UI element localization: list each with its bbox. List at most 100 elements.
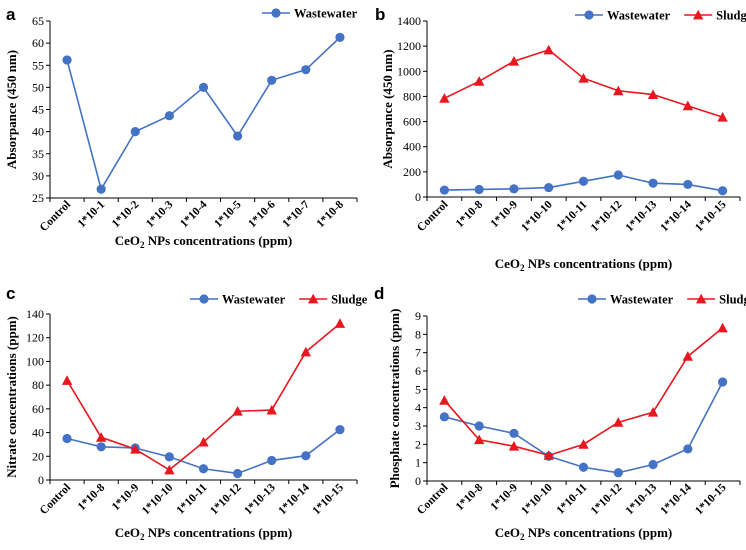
y-tick-label: 5: [415, 382, 421, 396]
legend-marker: [199, 294, 209, 304]
data-point-sludge: [647, 89, 659, 99]
x-tick-label: 1*10-8: [76, 481, 108, 513]
panel-letter: c: [6, 284, 15, 303]
data-point-sludge: [130, 443, 141, 454]
x-tick-label: 1*10-5: [212, 198, 244, 230]
y-tick-label: 2: [415, 437, 421, 451]
data-point-wastewater: [578, 176, 589, 186]
data-point-wastewater: [648, 459, 658, 470]
series-line-wastewater: [66, 36, 341, 192]
y-tick-label: 40: [32, 426, 44, 440]
x-tick-label: 1*10-10: [519, 481, 555, 517]
panel-letter: d: [374, 284, 384, 303]
y-tick-label: 9: [415, 309, 421, 323]
data-point-sludge: [682, 100, 694, 111]
x-tick-label: 1*10-13: [242, 481, 278, 517]
x-tick-label: 1*10-13: [624, 481, 660, 517]
data-point-sludge: [717, 322, 728, 333]
data-point-sludge: [578, 73, 589, 83]
data-point-sludge: [300, 346, 312, 357]
y-tick-label: 4: [415, 401, 421, 415]
x-axis-label: CeO2 NPs concentrations (ppm): [115, 525, 292, 542]
data-point-wastewater: [164, 111, 174, 121]
y-tick-label: 0: [415, 190, 421, 204]
y-tick-label: 1200: [397, 39, 421, 53]
legend-marker: [587, 294, 597, 304]
legend-label: Wastewater: [607, 9, 671, 23]
x-tick-label: 1*10-3: [144, 198, 176, 230]
x-axis-label: CeO2 NPs concentrations (ppm): [115, 233, 292, 250]
data-point-sludge: [439, 93, 450, 103]
legend-label: Sludge: [331, 293, 368, 307]
data-point-wastewater: [439, 412, 449, 422]
data-point-wastewater: [335, 32, 345, 42]
x-tick-label: 1*10-9: [110, 481, 142, 513]
y-axis-label: Nitrate concentrations (ppm): [4, 316, 19, 478]
data-point-wastewater: [718, 186, 728, 196]
y-tick-label: 6: [415, 364, 421, 378]
data-point-wastewater: [578, 462, 589, 472]
y-axis-label: Phosphate concentrations (ppm): [387, 309, 402, 489]
data-point-wastewater: [62, 55, 72, 65]
data-point-sludge: [543, 44, 554, 55]
x-tick-label: 1*10-12: [208, 481, 244, 517]
data-point-sludge: [508, 440, 520, 451]
legend-label: Sludge: [719, 293, 746, 307]
data-point-sludge: [613, 85, 624, 96]
data-point-wastewater: [335, 425, 345, 435]
data-point-sludge: [578, 439, 589, 449]
y-tick-label: 3: [415, 419, 421, 433]
y-tick-label: 25: [32, 191, 44, 205]
y-tick-label: 120: [26, 331, 44, 345]
data-point-wastewater: [613, 170, 623, 180]
x-tick-label: 1*10-6: [246, 198, 278, 230]
data-point-wastewater: [233, 468, 243, 479]
x-tick-label: 1*10-8: [454, 198, 486, 230]
y-tick-label: 60: [32, 402, 44, 416]
x-tick-label: 1*10-11: [554, 198, 589, 233]
y-tick-label: 50: [32, 80, 44, 94]
x-tick-label: 1*10-4: [178, 198, 210, 230]
data-point-sludge: [334, 318, 346, 328]
y-tick-label: 600: [403, 115, 421, 129]
data-point-wastewater: [509, 184, 519, 194]
x-tick-label: 1*10-14: [658, 198, 694, 234]
data-point-wastewater: [96, 184, 106, 194]
y-tick-label: 30: [32, 169, 44, 183]
data-point-wastewater: [62, 433, 72, 444]
x-tick-label: 1*10-9: [489, 198, 521, 230]
x-tick-label: 1*10-7: [280, 198, 312, 230]
data-point-wastewater: [198, 82, 209, 92]
data-point-sludge: [232, 406, 243, 416]
x-axis-label: CeO2 NPs concentrations (ppm): [495, 525, 672, 542]
data-point-sludge: [473, 76, 485, 86]
x-tick-label: 1*10-8: [454, 481, 486, 513]
y-tick-label: 55: [32, 58, 44, 72]
legend-label: Wastewater: [222, 293, 286, 307]
y-tick-label: 45: [32, 103, 44, 117]
data-point-wastewater: [267, 75, 277, 85]
y-tick-label: 8: [415, 327, 421, 341]
legend-marker: [584, 10, 594, 20]
data-point-wastewater: [648, 178, 658, 188]
legend-marker: [271, 8, 281, 18]
y-tick-label: 400: [403, 140, 421, 154]
data-point-sludge: [613, 417, 624, 427]
x-tick-label: 1*10-15: [310, 481, 346, 517]
series-line-wastewater: [444, 381, 724, 474]
data-point-sludge: [682, 351, 694, 361]
legend-marker: [307, 293, 319, 304]
panel-letter: a: [6, 5, 16, 24]
data-point-sludge: [61, 375, 73, 385]
data-point-wastewater: [683, 179, 693, 190]
y-tick-label: 60: [32, 36, 44, 50]
data-point-wastewater: [509, 428, 519, 438]
y-tick-label: 800: [403, 89, 421, 103]
x-tick-label: 1*10-15: [693, 481, 729, 517]
y-tick-label: 0: [415, 474, 421, 488]
data-point-wastewater: [301, 65, 311, 75]
x-tick-label: 1*10-11: [174, 481, 209, 516]
